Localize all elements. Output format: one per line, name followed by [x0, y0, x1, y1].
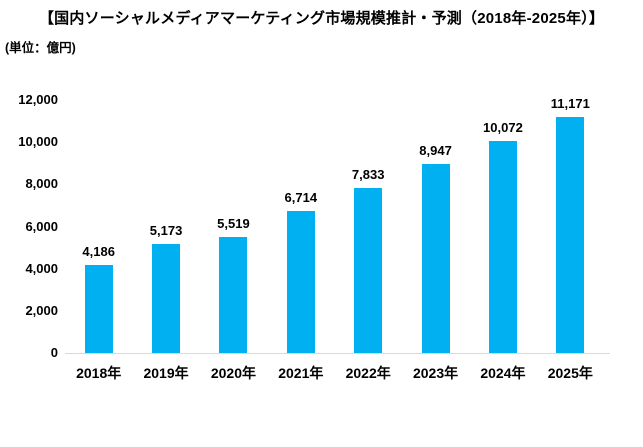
bar-column: 5,173 [132, 100, 199, 353]
bar-value-label: 6,714 [284, 190, 318, 205]
x-tick-label: 2019年 [143, 365, 189, 381]
y-tick-label: 0 [50, 345, 58, 360]
bar [152, 244, 181, 353]
x-tick-label: 2020年 [210, 365, 257, 381]
bar-column: 8,947 [402, 100, 469, 353]
bar [421, 164, 450, 353]
y-tick-label: 4,000 [25, 260, 58, 276]
x-tick-label: 2023年 [412, 365, 459, 381]
bar-column: 11,171 [537, 96, 604, 353]
bar-value-label: 11,171 [550, 96, 590, 111]
bars-container: 4,186 5,173 5,519 6,714 7,833 8,947 10,072 11,1… [65, 96, 604, 353]
bar-column: 7,833 [335, 100, 402, 353]
bar-value-label: 5,519 [217, 216, 250, 231]
x-tick-label: 2021年 [278, 365, 324, 381]
bar [286, 211, 315, 353]
bar-value-label: 10,072 [483, 120, 523, 135]
y-axis: 0 2,000 4,000 6,000 8,000 10,000 12,000 [0, 92, 58, 360]
x-tick-label: 2024年 [480, 365, 526, 381]
y-tick-label: 10,000 [18, 134, 58, 150]
x-tick-label: 2025年 [547, 365, 593, 381]
bar [354, 188, 383, 353]
y-tick-label: 6,000 [25, 218, 58, 234]
bar-value-label: 7,833 [351, 167, 385, 182]
bar-value-label: 4,186 [82, 244, 115, 259]
plot-area: 4,186 5,173 5,519 6,714 7,833 8,947 10,072 11,1… [65, 96, 610, 354]
bar [84, 265, 113, 353]
bar [488, 141, 517, 353]
bar-column: 10,072 [469, 100, 536, 353]
x-tick-label: 2018年 [76, 365, 122, 381]
bar-column: 5,519 [200, 100, 267, 353]
bar-column: 4,186 [65, 100, 132, 353]
y-tick-label: 8,000 [25, 176, 58, 192]
bar-column: 6,714 [267, 100, 334, 353]
y-tick-label: 2,000 [25, 302, 58, 318]
bar [556, 117, 585, 353]
chart-title: 【国内ソーシャルメディアマーケティング市場規模推計・予測（2018年-2025年… [38, 10, 605, 27]
unit-label: (単位：億円) [5, 41, 76, 55]
bar-value-label: 5,173 [149, 223, 183, 238]
bar-chart: 0 2,000 4,000 6,000 8,000 10,000 12,000 4,186 5… [0, 92, 643, 360]
x-tick-label: 2022年 [345, 365, 391, 381]
bar-value-label: 8,947 [419, 143, 452, 158]
y-tick-label: 12,000 [18, 92, 58, 107]
x-axis: 2018年 2019年 2020年 2021年 2022年 2023年 2024年 2025年 [65, 363, 604, 383]
bar [219, 237, 248, 353]
